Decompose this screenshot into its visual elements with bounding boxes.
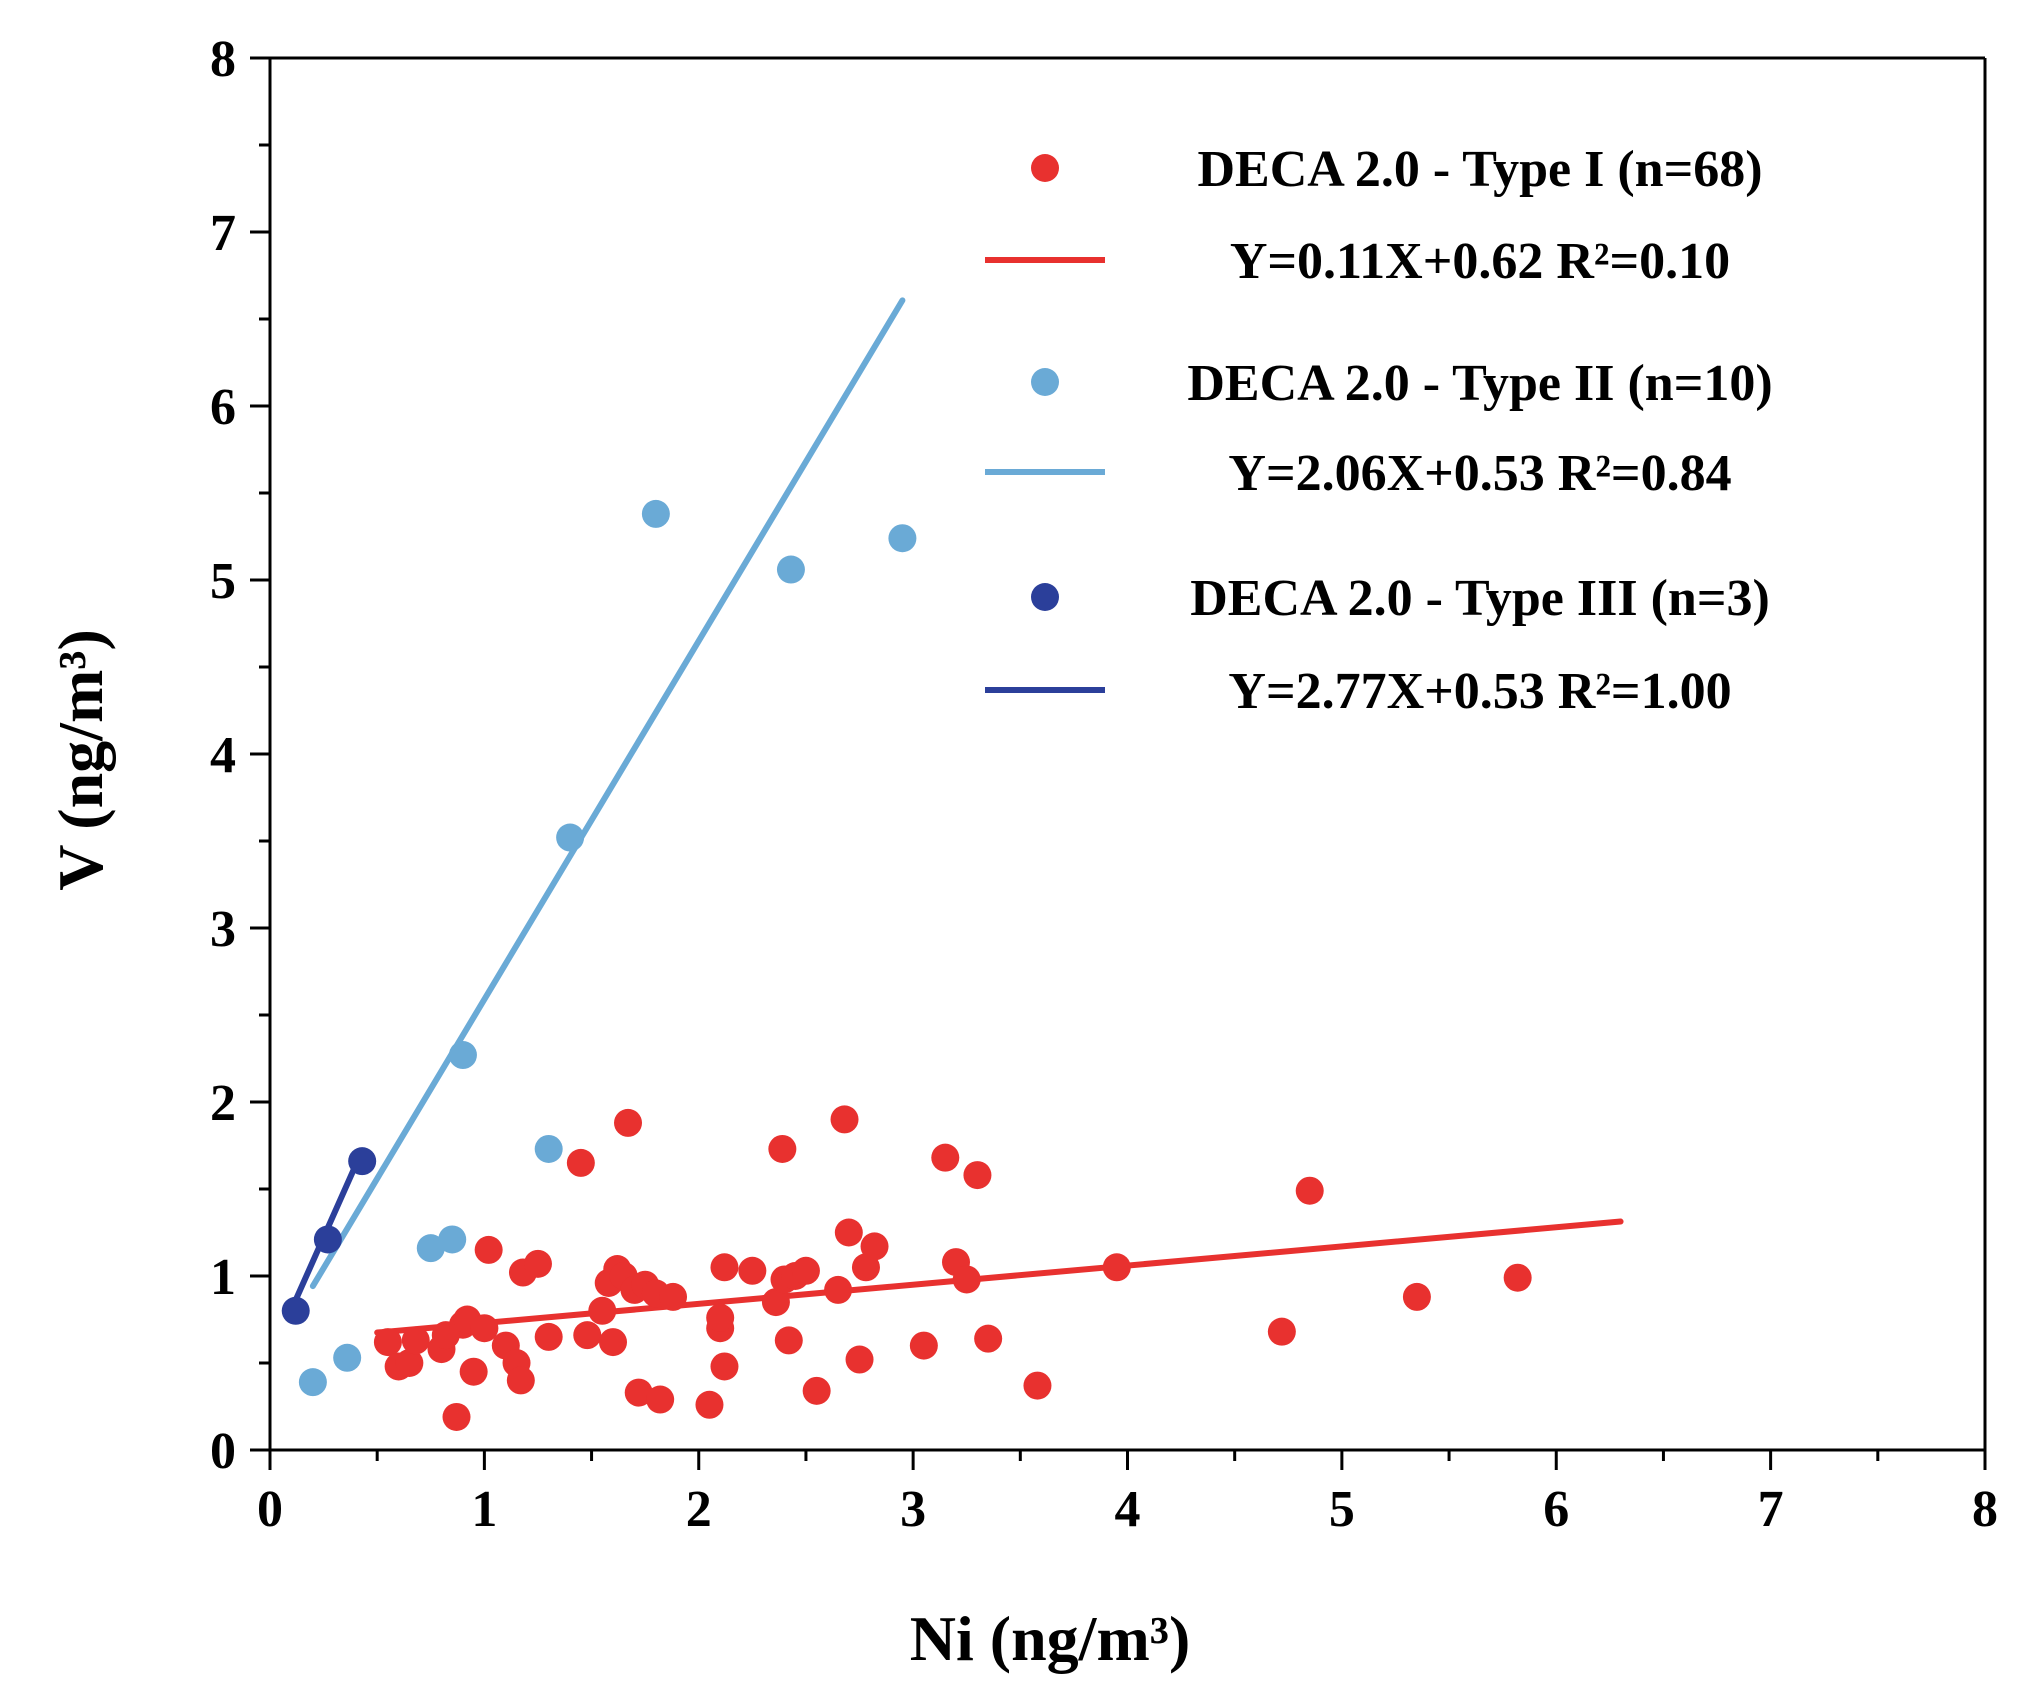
axis-ticks: 0 1 2 3 4 5 6 7 8 0 1 2 3 4 5 6 7 8: [210, 31, 1998, 1538]
point-deca-2-0-type-i-n-68: [599, 1328, 627, 1357]
point-deca-2-0-type-ii-n-10: [776, 555, 805, 584]
y-tick-label: 0: [210, 1423, 236, 1480]
point-deca-2-0-type-ii-n-10: [888, 524, 917, 553]
point-deca-2-0-type-ii-n-10: [534, 1134, 563, 1163]
point-deca-2-0-type-i-n-68: [470, 1314, 499, 1343]
point-deca-2-0-type-i-n-68: [952, 1265, 981, 1294]
legend-marker-deca-2-0-type-i-n-68: [1031, 154, 1059, 182]
legend-marker-deca-2-0-type-iii-n-3: [1031, 583, 1059, 611]
legend-label: DECA 2.0 - Type II (n=10): [1187, 355, 1772, 412]
point-deca-2-0-type-i-n-68: [768, 1134, 797, 1163]
point-deca-2-0-type-i-n-68: [624, 1378, 653, 1407]
point-deca-2-0-type-i-n-68: [506, 1366, 535, 1395]
point-deca-2-0-type-i-n-68: [1295, 1176, 1324, 1205]
point-deca-2-0-type-i-n-68: [710, 1352, 739, 1381]
y-tick-label: 5: [210, 553, 236, 610]
point-deca-2-0-type-ii-n-10: [641, 499, 670, 528]
y-tick-label: 8: [210, 31, 236, 88]
point-deca-2-0-type-i-n-68: [588, 1296, 617, 1325]
point-deca-2-0-type-i-n-68: [1023, 1371, 1052, 1400]
point-deca-2-0-type-i-n-68: [659, 1282, 688, 1311]
x-tick-label: 2: [686, 1481, 712, 1538]
legend-fit-equation: Y=0.11X+0.62 R²=0.10: [1230, 233, 1730, 290]
legend-marker-deca-2-0-type-ii-n-10: [1031, 368, 1059, 396]
point-deca-2-0-type-i-n-68: [963, 1161, 992, 1190]
point-deca-2-0-type-i-n-68: [1102, 1253, 1131, 1282]
x-tick-label: 7: [1758, 1481, 1784, 1538]
point-deca-2-0-type-i-n-68: [738, 1256, 767, 1285]
x-tick-label: 3: [900, 1481, 926, 1538]
point-deca-2-0-type-ii-n-10: [448, 1041, 477, 1070]
y-tick-label: 7: [210, 205, 236, 262]
point-deca-2-0-type-i-n-68: [566, 1148, 595, 1177]
point-deca-2-0-type-i-n-68: [442, 1402, 471, 1431]
point-deca-2-0-type-i-n-68: [830, 1105, 859, 1134]
point-deca-2-0-type-i-n-68: [695, 1390, 724, 1419]
point-deca-2-0-type-i-n-68: [534, 1322, 563, 1351]
point-deca-2-0-type-i-n-68: [573, 1321, 602, 1350]
point-deca-2-0-type-i-n-68: [860, 1232, 889, 1261]
point-deca-2-0-type-i-n-68: [395, 1349, 424, 1377]
point-deca-2-0-type-ii-n-10: [333, 1343, 362, 1372]
point-deca-2-0-type-i-n-68: [845, 1345, 874, 1374]
legend-fit-equation: Y=2.06X+0.53 R²=0.84: [1228, 445, 1731, 502]
y-tick-label: 2: [210, 1075, 236, 1132]
point-deca-2-0-type-ii-n-10: [298, 1368, 327, 1397]
point-deca-2-0-type-ii-n-10: [416, 1234, 445, 1263]
point-deca-2-0-type-i-n-68: [710, 1253, 739, 1282]
y-tick-label: 1: [210, 1249, 236, 1306]
y-tick-label: 6: [210, 379, 236, 436]
point-deca-2-0-type-i-n-68: [401, 1326, 430, 1355]
x-tick-label: 4: [1115, 1481, 1141, 1538]
point-deca-2-0-type-i-n-68: [1267, 1317, 1296, 1346]
x-tick-label: 5: [1329, 1481, 1355, 1538]
fit-line-deca-2-0-type-ii-n-10: [309, 297, 906, 1290]
data-points: [281, 499, 1532, 1431]
y-tick-label: 3: [210, 901, 236, 958]
point-deca-2-0-type-i-n-68: [834, 1218, 863, 1247]
x-axis-title: Ni (ng/m³): [910, 1603, 1191, 1674]
point-deca-2-0-type-i-n-68: [1402, 1282, 1431, 1311]
point-deca-2-0-type-i-n-68: [459, 1357, 488, 1386]
point-deca-2-0-type-i-n-68: [791, 1256, 820, 1285]
point-deca-2-0-type-i-n-68: [646, 1385, 675, 1414]
x-tick-label: 1: [471, 1481, 497, 1538]
point-deca-2-0-type-ii-n-10: [438, 1225, 467, 1254]
x-tick-label: 0: [257, 1481, 283, 1538]
point-deca-2-0-type-i-n-68: [931, 1143, 960, 1172]
point-deca-2-0-type-i-n-68: [909, 1331, 938, 1360]
point-deca-2-0-type-ii-n-10: [556, 823, 585, 852]
y-axis-title: V (ng/m³): [45, 629, 116, 891]
legend-fit-equation: Y=2.77X+0.53 R²=1.00: [1228, 663, 1731, 720]
point-deca-2-0-type-i-n-68: [474, 1235, 503, 1264]
legend-label: DECA 2.0 - Type III (n=3): [1190, 570, 1770, 627]
x-tick-label: 6: [1543, 1481, 1569, 1538]
point-deca-2-0-type-i-n-68: [614, 1108, 643, 1137]
point-deca-2-0-type-iii-n-3: [313, 1225, 342, 1254]
point-deca-2-0-type-i-n-68: [1503, 1263, 1532, 1292]
point-deca-2-0-type-i-n-68: [706, 1303, 735, 1332]
point-deca-2-0-type-i-n-68: [774, 1326, 803, 1355]
legend: DECA 2.0 - Type I (n=68) Y=0.11X+0.62 R²=…: [985, 141, 1773, 720]
point-deca-2-0-type-i-n-68: [523, 1249, 552, 1278]
point-deca-2-0-type-i-n-68: [974, 1324, 1003, 1353]
point-deca-2-0-type-iii-n-3: [281, 1296, 310, 1325]
point-deca-2-0-type-i-n-68: [824, 1275, 853, 1304]
x-tick-label: 8: [1972, 1481, 1998, 1538]
point-deca-2-0-type-i-n-68: [802, 1376, 831, 1405]
fit-line-deca-2-0-type-i-n-68: [374, 1218, 1624, 1336]
point-deca-2-0-type-i-n-68: [761, 1288, 790, 1317]
point-deca-2-0-type-iii-n-3: [348, 1147, 377, 1176]
y-tick-label: 4: [210, 727, 236, 784]
point-deca-2-0-type-i-n-68: [373, 1328, 402, 1357]
legend-label: DECA 2.0 - Type I (n=68): [1197, 141, 1762, 198]
